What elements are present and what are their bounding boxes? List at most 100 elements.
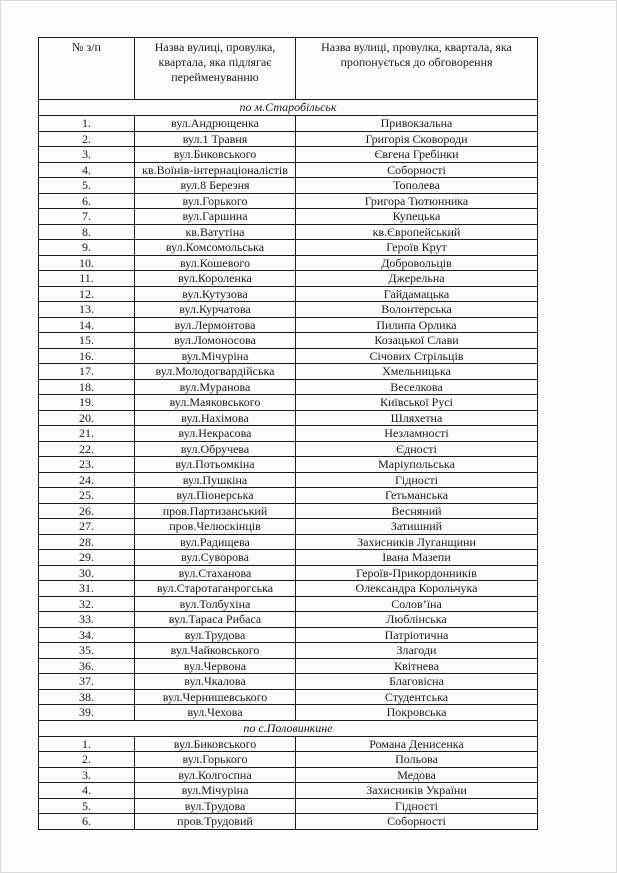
table-row: 4. кв.Воїнів-інтернаціоналістів Соборності — [38, 161, 538, 178]
new-name-cell: Романа Денисенка — [295, 735, 538, 752]
old-name-cell: вул.Мічуріна — [134, 782, 296, 799]
new-name-cell: Пилипа Орлика — [295, 316, 538, 333]
old-name-cell: вул.Стаханова — [134, 564, 296, 581]
table-row: 14. вул.Лермонтова Пилипа Орлика — [38, 316, 538, 333]
table-row: 28. вул.Радищева Захисників Луганщини — [38, 533, 538, 550]
row-number-cell: 15. — [38, 332, 135, 349]
table-row: 2. вул.Горького Польова — [38, 751, 538, 768]
table-row: 38. вул.Чернишевського Студентська — [38, 688, 538, 705]
row-number-cell: 8. — [38, 223, 135, 240]
table-row: 18. вул.Муранова Веселкова — [38, 378, 538, 395]
column-header-old-name: Назва вулиці, провулка, квартала, яка пі… — [134, 37, 296, 100]
new-name-cell: Квітнева — [295, 657, 538, 674]
row-number-cell: 25. — [38, 487, 135, 504]
table-row: 6. пров.Трудовий Соборності — [38, 813, 538, 830]
new-name-cell: Волонтерська — [295, 301, 538, 318]
new-name-cell: Незламності — [295, 425, 538, 442]
old-name-cell: вул.Мічуріна — [134, 347, 296, 364]
row-number-cell: 1. — [38, 735, 135, 752]
old-name-cell: вул.Колгоспна — [134, 766, 296, 783]
old-name-cell: вул.Суворова — [134, 549, 296, 566]
old-name-cell: вул.Тараса Рибаса — [134, 611, 296, 628]
old-name-cell: вул.Чайковського — [134, 642, 296, 659]
old-name-cell: вул.Маяковського — [134, 394, 296, 411]
old-name-cell: вул.Чкалова — [134, 673, 296, 690]
new-name-cell: Гетьманська — [295, 487, 538, 504]
new-name-cell: Веселкова — [295, 378, 538, 395]
table-row: 35. вул.Чайковського Злагоди — [38, 642, 538, 659]
table-row: 24. вул.Пушкіна Гідності — [38, 471, 538, 488]
table-row: 10. вул.Кошевого Добровольців — [38, 254, 538, 271]
row-number-cell: 30. — [38, 564, 135, 581]
row-number-cell: 26. — [38, 502, 135, 519]
new-name-cell: Січових Стрільців — [295, 347, 538, 364]
column-header-number: № з/п — [38, 37, 135, 100]
row-number-cell: 17. — [38, 363, 135, 380]
row-number-cell: 14. — [38, 316, 135, 333]
new-name-cell: Люблінська — [295, 611, 538, 628]
new-name-cell: Затишний — [295, 518, 538, 535]
new-name-cell: Героїв Крут — [295, 239, 538, 256]
old-name-cell: вул.Лермонтова — [134, 316, 296, 333]
row-number-cell: 22. — [38, 440, 135, 457]
old-name-cell: вул.Андрющенка — [134, 115, 296, 132]
table-row: 1. вул.Андрющенка Привокзальна — [38, 115, 538, 132]
section-header-row: по с.Половинкине — [38, 719, 538, 737]
new-name-cell: Григорія Сковороди — [295, 130, 538, 147]
new-name-cell: Захисників Луганщини — [295, 533, 538, 550]
new-name-cell: Героїв-Прикордонників — [295, 564, 538, 581]
row-number-cell: 12. — [38, 285, 135, 302]
old-name-cell: вул.Кутузова — [134, 285, 296, 302]
new-name-cell: Соборності — [295, 813, 538, 830]
row-number-cell: 1. — [38, 115, 135, 132]
table-row: 17. вул.Молодогвардійська Хмельницька — [38, 363, 538, 380]
old-name-cell: вул.Некрасова — [134, 425, 296, 442]
table-row: 25. вул.Піонерська Гетьманська — [38, 487, 538, 504]
row-number-cell: 16. — [38, 347, 135, 364]
table-row: 22. вул.Обручева Єдності — [38, 440, 538, 457]
row-number-cell: 9. — [38, 239, 135, 256]
section-title: по с.Половинкине — [38, 719, 538, 737]
new-name-cell: Купецька — [295, 208, 538, 225]
row-number-cell: 19. — [38, 394, 135, 411]
table-row: 36. вул.Червона Квітнева — [38, 657, 538, 674]
row-number-cell: 5. — [38, 797, 135, 814]
row-number-cell: 32. — [38, 595, 135, 612]
old-name-cell: вул.Короленка — [134, 270, 296, 287]
column-header-new-name: Назва вулиці, провулка, квартала, яка пр… — [295, 37, 538, 100]
old-name-cell: вул.Кошевого — [134, 254, 296, 271]
table-row: 12. вул.Кутузова Гайдамацька — [38, 285, 538, 302]
row-number-cell: 4. — [38, 161, 135, 178]
row-number-cell: 13. — [38, 301, 135, 318]
row-number-cell: 3. — [38, 146, 135, 163]
new-name-cell: Соборності — [295, 161, 538, 178]
new-name-cell: Студентська — [295, 688, 538, 705]
old-name-cell: кв.Воїнів-інтернаціоналістів — [134, 161, 296, 178]
old-name-cell: вул.Гаршина — [134, 208, 296, 225]
new-name-cell: Патріотична — [295, 626, 538, 643]
old-name-cell: вул.Трудова — [134, 797, 296, 814]
table-row: 23. вул.Потьомкіна Маріупольська — [38, 456, 538, 473]
old-name-cell: вул.Пушкіна — [134, 471, 296, 488]
table-header: № з/п Назва вулиці, провулка, квартала, … — [38, 37, 538, 100]
new-name-cell: Покровська — [295, 704, 538, 721]
row-number-cell: 6. — [38, 192, 135, 209]
row-number-cell: 39. — [38, 704, 135, 721]
old-name-cell: вул.Горького — [134, 751, 296, 768]
new-name-cell: Тополева — [295, 177, 538, 194]
new-name-cell: Євгена Гребінки — [295, 146, 538, 163]
new-name-cell: Весняний — [295, 502, 538, 519]
row-number-cell: 6. — [38, 813, 135, 830]
table-row: 5. вул.Трудова Гідності — [38, 797, 538, 814]
row-number-cell: 38. — [38, 688, 135, 705]
old-name-cell: вул.Молодогвардійська — [134, 363, 296, 380]
section-header-row: по м.Старобільськ — [38, 99, 538, 116]
table-row: 11. вул.Короленка Джерельна — [38, 270, 538, 287]
new-name-cell: Благовісна — [295, 673, 538, 690]
row-number-cell: 2. — [38, 130, 135, 147]
table-row: 20. вул.Нахімова Шляхетна — [38, 409, 538, 426]
row-number-cell: 36. — [38, 657, 135, 674]
new-name-cell: Польова — [295, 751, 538, 768]
table-row: 15. вул.Ломоносова Козацької Слави — [38, 332, 538, 349]
row-number-cell: 7. — [38, 208, 135, 225]
